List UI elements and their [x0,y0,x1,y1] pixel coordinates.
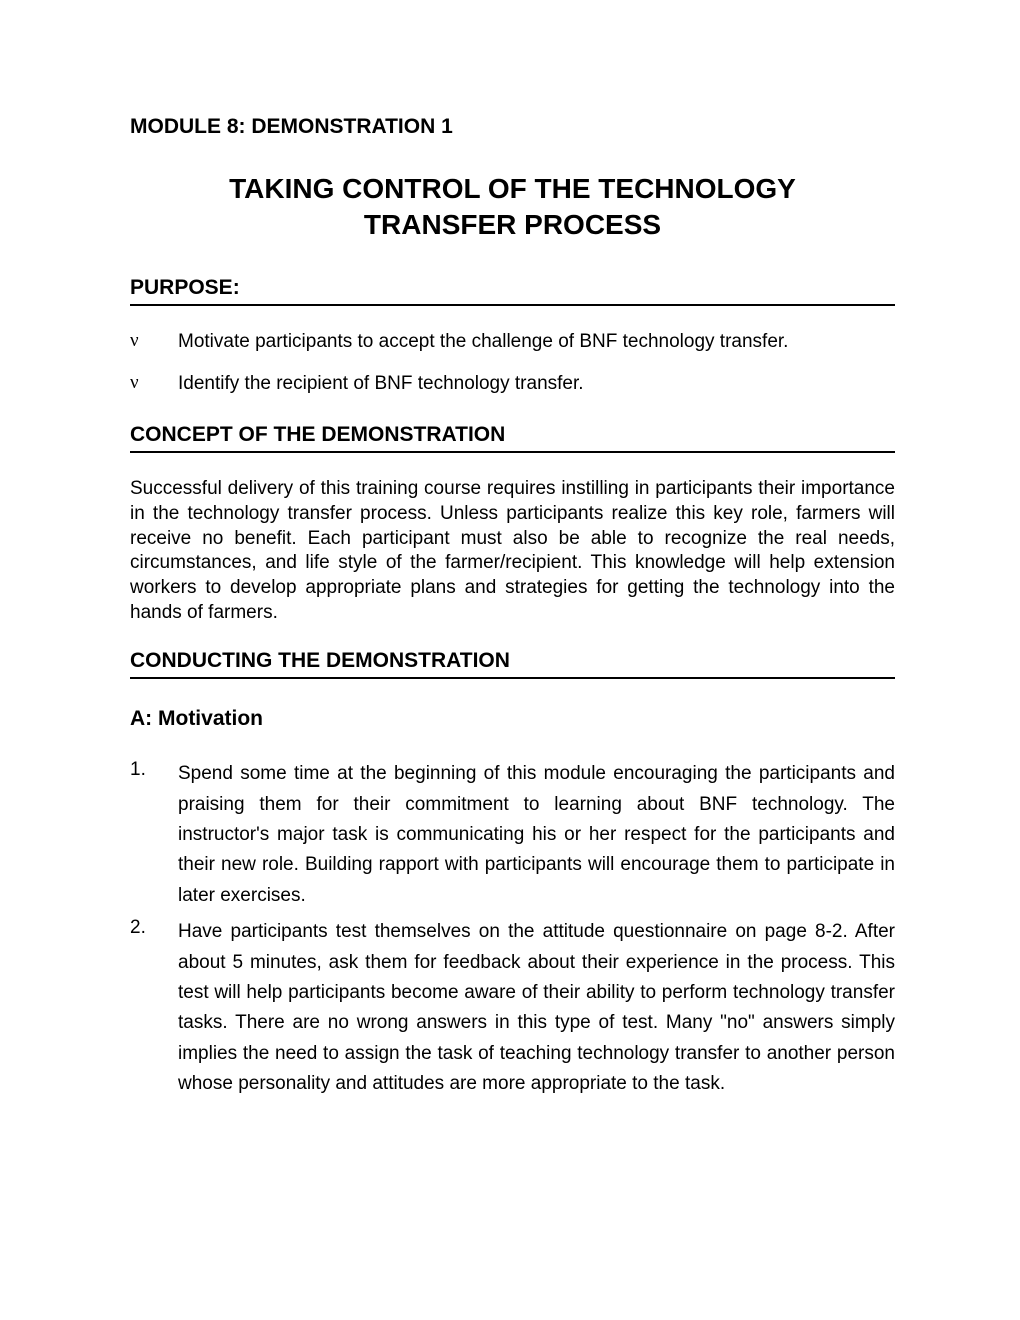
motivation-subheading: A: Motivation [130,707,895,731]
module-header: MODULE 8: DEMONSTRATION 1 [130,115,895,139]
purpose-bullet-item: ν Identify the recipient of BNF technolo… [130,372,895,397]
step-text: Have participants test themselves on the… [178,917,895,1099]
conducting-heading: CONDUCTING THE DEMONSTRATION [130,649,895,679]
concept-paragraph: Successful delivery of this training cou… [130,477,895,625]
title-line-2: TRANSFER PROCESS [364,209,661,240]
step-number: 1. [130,759,178,781]
step-text: Spend some time at the beginning of this… [178,759,895,911]
purpose-bullets: ν Motivate participants to accept the ch… [130,330,895,397]
concept-heading: CONCEPT OF THE DEMONSTRATION [130,423,895,453]
purpose-heading: PURPOSE: [130,276,895,306]
step-number: 2. [130,917,178,939]
motivation-steps: 1. Spend some time at the beginning of t… [130,759,895,1099]
document-page: MODULE 8: DEMONSTRATION 1 TAKING CONTROL… [0,0,1020,1320]
motivation-step: 2. Have participants test themselves on … [130,917,895,1099]
bullet-text: Identify the recipient of BNF technology… [178,372,584,397]
motivation-step: 1. Spend some time at the beginning of t… [130,759,895,911]
main-title: TAKING CONTROL OF THE TECHNOLOGY TRANSFE… [130,171,895,244]
bullet-text: Motivate participants to accept the chal… [178,330,788,355]
purpose-bullet-item: ν Motivate participants to accept the ch… [130,330,895,355]
bullet-marker-icon: ν [130,372,178,394]
title-line-1: TAKING CONTROL OF THE TECHNOLOGY [229,173,796,204]
bullet-marker-icon: ν [130,330,178,352]
